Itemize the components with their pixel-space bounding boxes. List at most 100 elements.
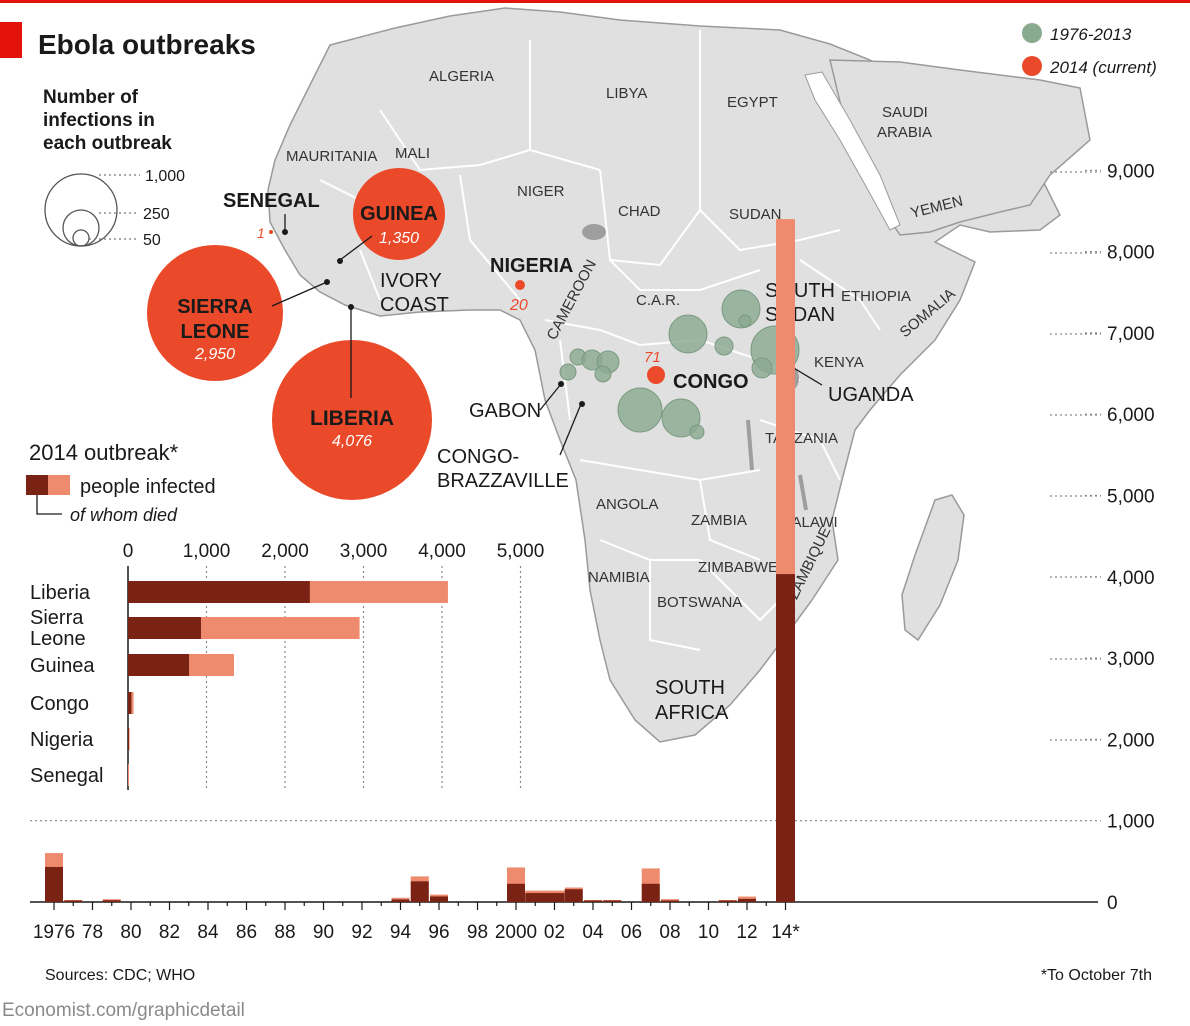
died-bar <box>128 654 190 676</box>
historic-outbreaks <box>559 289 800 440</box>
x-tick-label: 0 <box>123 541 134 562</box>
y-tick-label: 0 <box>1107 893 1118 914</box>
y-tick-label: 4,000 <box>1107 568 1155 589</box>
label-ivory-2: COAST <box>380 294 449 316</box>
sierra-leone-name-2: LEONE <box>181 321 250 343</box>
x-tick-label: 08 <box>659 922 680 943</box>
liberia-count: 4,076 <box>332 433 372 450</box>
senegal-bubble <box>269 230 273 234</box>
died-bar <box>544 893 565 902</box>
legend-died-label: of whom died <box>70 505 178 525</box>
label-congo-brazzaville-2: BRAZZAVILLE <box>437 470 569 492</box>
died-bar <box>564 889 583 902</box>
label-botswana: BOTSWANA <box>657 594 742 611</box>
size-key-label-250: 250 <box>143 206 170 223</box>
x-tick-label: 86 <box>236 922 257 943</box>
died-bar <box>102 900 121 902</box>
guinea-name: GUINEA <box>360 203 438 225</box>
died-bar <box>410 881 429 902</box>
x-tick-label: 5,000 <box>497 541 545 562</box>
label-libya: LIBYA <box>606 85 647 102</box>
x-tick-label: 98 <box>467 922 488 943</box>
label-south-sudan-2: SUDAN <box>765 304 835 326</box>
x-tick-label: 90 <box>313 922 334 943</box>
category-label: Leone <box>30 628 86 650</box>
size-key-leaders <box>89 174 140 240</box>
category-label: Guinea <box>30 655 95 677</box>
x-tick-label: 82 <box>159 922 180 943</box>
legend-historic-label: 1976-2013 <box>1050 25 1132 44</box>
nigeria-bubble <box>515 280 525 290</box>
x-tick-label: 80 <box>120 922 141 943</box>
liberia-dot <box>348 304 354 310</box>
legend-infected-label: people infected <box>80 476 216 498</box>
label-uganda: UGANDA <box>828 384 914 406</box>
y-tick-label: 9,000 <box>1107 161 1155 182</box>
died-bar <box>641 883 660 902</box>
x-tick-label: 10 <box>698 922 719 943</box>
gabon-dot <box>558 381 564 387</box>
died-bar <box>128 617 202 639</box>
category-label: Congo <box>30 693 89 715</box>
died-bar <box>64 900 83 902</box>
label-algeria: ALGERIA <box>429 68 494 85</box>
y-tick-label: 3,000 <box>1107 649 1155 670</box>
size-key-heading-1: Number of <box>43 87 139 108</box>
x-tick-label: 02 <box>544 922 565 943</box>
guinea-dot <box>337 258 343 264</box>
congo-name: CONGO <box>673 371 749 393</box>
x-tick-label: 94 <box>390 922 412 943</box>
died-bar <box>128 581 310 603</box>
label-angola: ANGOLA <box>596 496 659 513</box>
sierra-leone-dot <box>324 279 330 285</box>
size-key-label-1000: 1,000 <box>145 168 185 185</box>
x-tick-label: 92 <box>351 922 372 943</box>
senegal-name: SENEGAL <box>223 190 320 212</box>
label-tanzania: TANZANIA <box>765 430 838 447</box>
legend-infected-swatch <box>48 475 70 495</box>
sources: Sources: CDC; WHO <box>45 967 195 984</box>
timeline-bar-chart: 0 1,000 2,000 3,000 4,000 5,000 6,000 7,000 8,00… <box>30 161 1155 943</box>
x-tick-label: 88 <box>274 922 295 943</box>
died-bar <box>430 896 448 902</box>
label-ethiopia: ETHIOPIA <box>841 288 911 305</box>
label-south-sudan-1: SOUTH <box>765 280 835 302</box>
label-egypt: EGYPT <box>727 94 778 111</box>
x-tick-label: 84 <box>197 922 219 943</box>
label-car: C.A.R. <box>636 292 680 309</box>
category-label: Sierra <box>30 607 84 629</box>
category-label: Senegal <box>30 765 103 787</box>
lake-malawi <box>798 474 808 511</box>
historic-bubble <box>689 424 705 440</box>
label-zimbabwe: ZIMBABWE <box>698 559 778 576</box>
legend-died-swatch <box>26 475 48 495</box>
legend-current-swatch <box>1022 56 1042 76</box>
liberia-name: LIBERIA <box>310 407 394 430</box>
red-sea <box>804 71 901 231</box>
size-key-heading-2: infections in <box>43 110 155 131</box>
died-bar <box>128 692 132 714</box>
footnote: *To October 7th <box>1041 967 1152 984</box>
x-tick-label: 04 <box>582 922 604 943</box>
x-tick-label: 3,000 <box>340 541 388 562</box>
x-tick-label: 12 <box>736 922 757 943</box>
died-bar <box>45 866 63 902</box>
y-tick-label: 2,000 <box>1107 730 1155 751</box>
size-key-heading-3: each outbreak <box>43 133 172 154</box>
label-gabon: GABON <box>469 400 541 422</box>
historic-bubble <box>559 363 577 381</box>
lake-tanganyika <box>746 419 754 471</box>
x-tick-label: 2000 <box>495 922 537 943</box>
y-tick-label: 5,000 <box>1107 487 1155 508</box>
label-congo-brazzaville-1: CONGO- <box>437 446 519 468</box>
label-south-africa-1: SOUTH <box>655 677 725 699</box>
died-bar <box>507 883 525 902</box>
nigeria-name: NIGERIA <box>490 255 573 277</box>
sierra-leone-count: 2,950 <box>194 346 235 363</box>
historic-bubble <box>738 314 752 328</box>
legend-current-label: 2014 (current) <box>1049 58 1157 77</box>
x-tick-label: 78 <box>82 922 103 943</box>
liberia-bubble <box>272 340 432 500</box>
died-bar <box>661 900 679 902</box>
